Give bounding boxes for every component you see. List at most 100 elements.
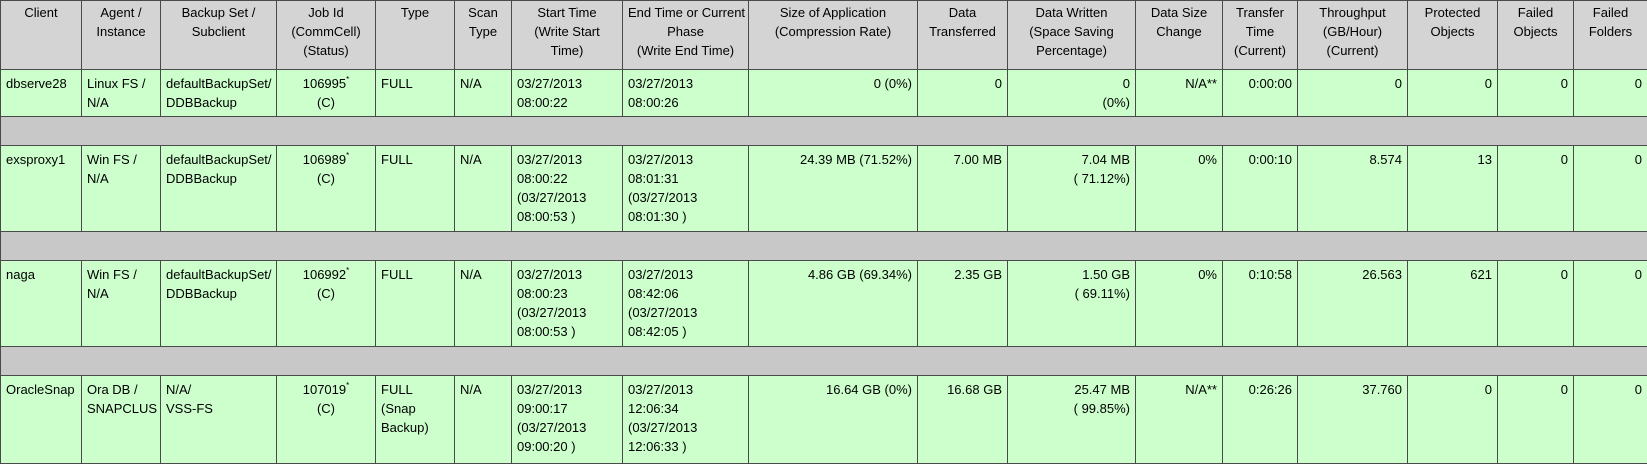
cell-text: 03/27/2013 — [628, 150, 743, 169]
cell-text: 0 — [923, 74, 1002, 93]
cell-text: 37.760 — [1303, 380, 1402, 399]
cell-text: defaultBackupSet/ — [166, 150, 271, 169]
cell-text: 0 — [1579, 265, 1642, 284]
cell: Win FS /N/A — [82, 146, 161, 232]
header-text: Type — [381, 3, 449, 22]
cell-text: 106992 — [303, 267, 346, 282]
cell: exsproxy1 — [1, 146, 82, 232]
cell-text: 0:26:26 — [1228, 380, 1292, 399]
spacer-cell — [1, 232, 1647, 261]
cell-text: 0:00:10 — [1228, 150, 1292, 169]
header-text: Subclient — [166, 22, 271, 41]
cell: 106992*(C) — [277, 261, 376, 347]
cell: 621 — [1408, 261, 1498, 347]
cell-text: N/A — [460, 150, 506, 169]
cell-text: 12:06:33 ) — [628, 437, 743, 456]
column-header: Size of Application(Compression Rate) — [749, 1, 918, 70]
column-header: Client — [1, 1, 82, 70]
cell-text: 8.574 — [1303, 150, 1402, 169]
header-text: (Compression Rate) — [754, 22, 912, 41]
cell-text: (0%) — [1013, 93, 1130, 112]
header-text: (CommCell) — [282, 22, 370, 41]
header-text: (Current) — [1303, 41, 1402, 60]
cell-text: 0 — [1503, 380, 1568, 399]
cell-text: 107019 — [303, 382, 346, 397]
job-mark: * — [346, 151, 349, 160]
header-text: (GB/Hour) — [1303, 22, 1402, 41]
cell-text: (C) — [282, 399, 370, 418]
job-id-line: 106989* — [282, 150, 370, 169]
header-text: Backup Set / — [166, 3, 271, 22]
cell-text: 0 — [1413, 74, 1492, 93]
cell: Win FS /N/A — [82, 261, 161, 347]
cell: FULL — [376, 261, 455, 347]
cell: 0:00:00 — [1223, 70, 1298, 117]
cell-text: (C) — [282, 93, 370, 112]
cell: 0 — [1408, 70, 1498, 117]
header-text: Agent / — [87, 3, 155, 22]
header-text: Data Size — [1141, 3, 1217, 22]
header-text: Change — [1141, 22, 1217, 41]
header-text: (Write End Time) — [628, 41, 743, 60]
cell-text: 0 — [1579, 74, 1642, 93]
cell-text: (03/27/2013 — [628, 418, 743, 437]
cell: 26.563 — [1298, 261, 1408, 347]
cell-text: 4.86 GB (69.34%) — [754, 265, 912, 284]
cell-text: OracleSnap — [6, 380, 76, 399]
cell: 106995*(C) — [277, 70, 376, 117]
cell-text: 03/27/2013 — [517, 74, 617, 93]
cell-text: N/A — [87, 169, 155, 188]
header-text: Start Time — [517, 3, 617, 22]
header-text: (Status) — [282, 41, 370, 60]
cell: defaultBackupSet/DDBBackup — [161, 261, 277, 347]
cell: Linux FS /N/A — [82, 70, 161, 117]
cell-text: Win FS / — [87, 265, 155, 284]
cell-text: 24.39 MB (71.52%) — [754, 150, 912, 169]
cell-text: N/A** — [1141, 74, 1217, 93]
cell: 0:26:26 — [1223, 376, 1298, 464]
cell: 0 — [1498, 70, 1574, 117]
cell: 0:10:58 — [1223, 261, 1298, 347]
cell-text: FULL — [381, 74, 449, 93]
cell-text: DDBBackup — [166, 169, 271, 188]
cell: 16.64 GB (0%) — [749, 376, 918, 464]
column-header: Throughput(GB/Hour)(Current) — [1298, 1, 1408, 70]
cell-text: (03/27/2013 — [517, 303, 617, 322]
cell-text: 0% — [1141, 150, 1217, 169]
column-header: Type — [376, 1, 455, 70]
cell: 37.760 — [1298, 376, 1408, 464]
cell-text: 7.04 MB — [1013, 150, 1130, 169]
cell-text: 0 — [1303, 74, 1402, 93]
cell: 106989*(C) — [277, 146, 376, 232]
cell-text: ( 99.85%) — [1013, 399, 1130, 418]
cell-text: 0 — [1503, 74, 1568, 93]
cell: 2.35 GB — [918, 261, 1008, 347]
cell-text: 08:01:30 ) — [628, 207, 743, 226]
cell-text: FULL — [381, 265, 449, 284]
cell-text: (C) — [282, 284, 370, 303]
cell-text: FULL — [381, 380, 449, 399]
cell: naga — [1, 261, 82, 347]
cell: N/A** — [1136, 70, 1223, 117]
cell-text: 621 — [1413, 265, 1492, 284]
header-text: Protected — [1413, 3, 1492, 22]
cell-text: 106995 — [303, 76, 346, 91]
cell: 16.68 GB — [918, 376, 1008, 464]
cell: 25.47 MB( 99.85%) — [1008, 376, 1136, 464]
header-text: Instance — [87, 22, 155, 41]
cell-text: 16.64 GB (0%) — [754, 380, 912, 399]
cell-text: DDBBackup — [166, 93, 271, 112]
cell-text: (03/27/2013 — [628, 303, 743, 322]
cell: N/A — [455, 261, 512, 347]
